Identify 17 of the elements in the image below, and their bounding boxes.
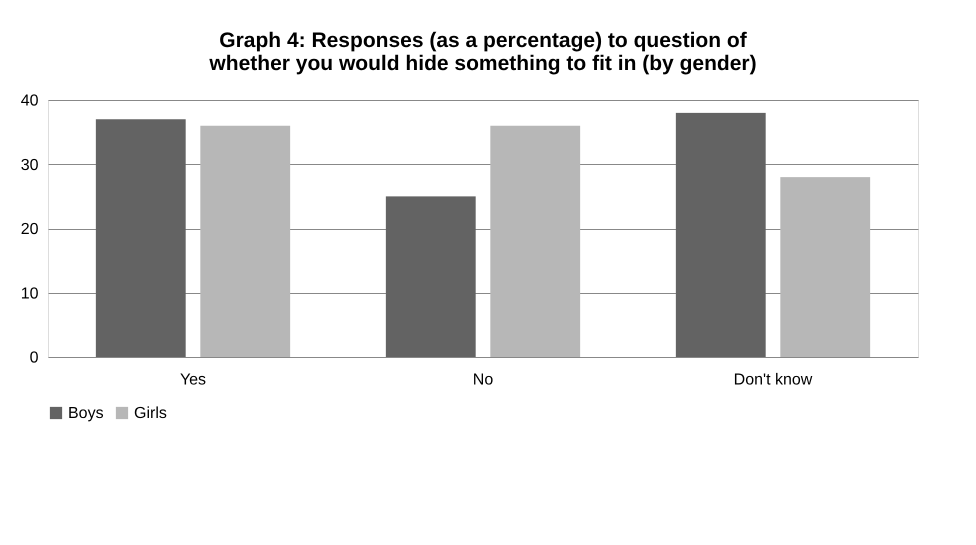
x-tick-label: No [472, 372, 494, 388]
y-tick-label: 10 [20, 285, 39, 302]
legend-label: Girls [134, 405, 167, 422]
chart-title: Graph 4: Responses (as a percentage) to question of whether you would hide something to fit in (by gender) [208, 29, 757, 75]
y-tick-label: 0 [30, 350, 39, 366]
y-tick-label: 40 [20, 92, 39, 110]
x-tick-label: Don't know [734, 372, 813, 388]
bar [676, 112, 766, 357]
y-tick-label: 30 [20, 156, 39, 174]
bar [490, 126, 580, 357]
bar [200, 126, 290, 357]
bar [780, 177, 870, 357]
x-tick-label: Yes [180, 372, 206, 388]
bar [96, 119, 186, 357]
legend-label: Boys [68, 405, 104, 422]
y-tick-label: 20 [20, 221, 39, 238]
bar [386, 196, 476, 357]
